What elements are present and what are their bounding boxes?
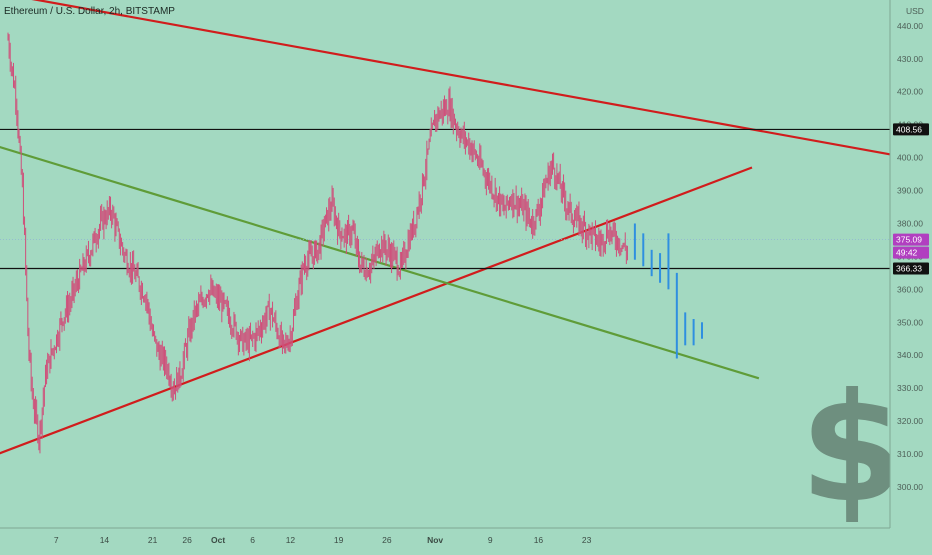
current-price-tag-label: 375.09: [896, 235, 922, 245]
time-tick-label: 16: [534, 535, 544, 545]
time-tick-label: 26: [182, 535, 192, 545]
price-tick-label: 420.00: [897, 87, 923, 97]
time-tick-label: 6: [250, 535, 255, 545]
trendline-upper-resistance: [31, 0, 890, 156]
currency-label: USD: [906, 6, 924, 16]
price-tick-label: 440.00: [897, 21, 923, 31]
time-tick-label: 14: [100, 535, 110, 545]
symbol-title[interactable]: Ethereum / U.S. Dollar, 2h, BITSTAMP: [4, 6, 175, 17]
time-tick-label: 26: [382, 535, 392, 545]
price-tick-label: 360.00: [897, 284, 923, 294]
level-support-tag-label: 366.33: [896, 263, 922, 273]
price-tick-label: 340.00: [897, 350, 923, 360]
time-tick-label: 12: [286, 535, 296, 545]
level-support-tag: [893, 262, 929, 275]
price-axis-background: [890, 0, 932, 550]
time-tick-label: 21: [148, 535, 158, 545]
price-axis[interactable]: USD 300.00 310.00 320.00 330.00 340.00 350.00 3…: [889, 0, 932, 550]
trendlines-layer: [0, 0, 890, 455]
candles-layer: [7, 32, 628, 454]
projection-layer: [633, 223, 703, 359]
level-resistance-tag-label: 408.56: [896, 124, 922, 134]
trendline-rising-support: [0, 166, 753, 455]
price-tick-label: 380.00: [897, 218, 923, 228]
time-tick-label: 23: [582, 535, 592, 545]
time-tick-label: Oct: [211, 535, 225, 545]
price-tick-label: 300.00: [897, 482, 923, 492]
countdown-tag-label: 49:42: [896, 248, 918, 258]
price-tick-label: 310.00: [897, 449, 923, 459]
countdown-tag: [893, 246, 929, 259]
price-tick-label: 390.00: [897, 186, 923, 196]
dollar-sign-icon: $: [800, 362, 904, 536]
time-axis[interactable]: 7 14 21 26 Oct 6 12 19 26 Nov 9 16 23: [0, 527, 890, 545]
time-tick-label: 9: [488, 535, 493, 545]
time-tick-label: Nov: [427, 535, 443, 545]
time-tick-label: 19: [334, 535, 344, 545]
price-tick-label: 400.00: [897, 153, 923, 163]
price-tick-label: 330.00: [897, 383, 923, 393]
trendline-falling-trend: [0, 145, 760, 380]
price-tags-layer: 408.56 366.33 375.09 49:42: [893, 123, 929, 275]
time-tick-label: 7: [54, 535, 59, 545]
price-tick-label: 350.00: [897, 317, 923, 327]
price-tick-label: 320.00: [897, 416, 923, 426]
current-price-tag: [893, 233, 929, 246]
level-lines-layer: [0, 128, 890, 270]
dollar-watermark: $: [800, 362, 904, 536]
price-tick-label: 430.00: [897, 54, 923, 64]
level-resistance-tag: [893, 123, 929, 136]
